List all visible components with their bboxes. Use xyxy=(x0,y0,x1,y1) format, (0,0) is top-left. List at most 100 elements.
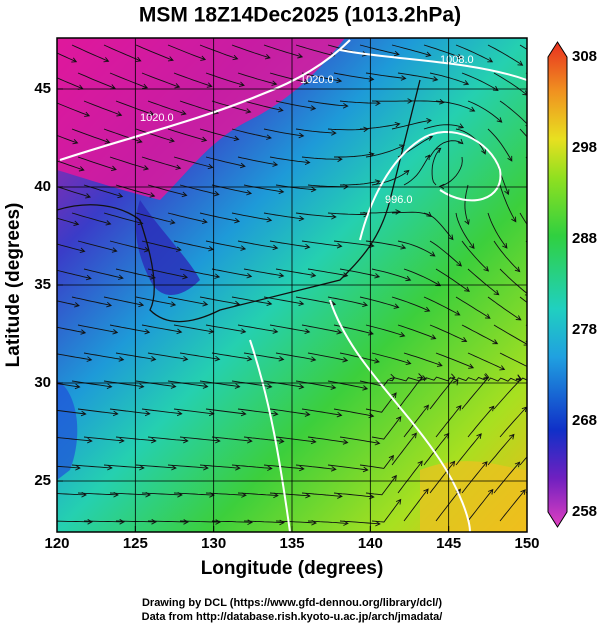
x-tick-label: 120 xyxy=(44,535,69,552)
streamline xyxy=(269,492,311,499)
streamline xyxy=(339,100,381,106)
streamline xyxy=(77,324,119,335)
streamline xyxy=(499,352,527,367)
streamline xyxy=(391,44,432,57)
streamline xyxy=(269,156,311,166)
streamline xyxy=(263,296,305,307)
streamline xyxy=(135,464,177,471)
streamline xyxy=(487,128,513,162)
streamline xyxy=(205,72,245,87)
streamline xyxy=(275,184,317,193)
streamline xyxy=(365,240,407,250)
streamline xyxy=(135,128,175,143)
coastline xyxy=(57,79,421,323)
streamline xyxy=(141,408,183,417)
streamline xyxy=(115,100,155,116)
streamline xyxy=(391,432,417,466)
streamline xyxy=(71,464,113,471)
streamline xyxy=(301,492,343,499)
streamline xyxy=(455,128,487,155)
streamline xyxy=(464,184,470,226)
streamlines xyxy=(57,44,527,527)
streamline xyxy=(403,352,443,367)
streamline xyxy=(57,243,86,254)
streamline xyxy=(499,100,527,127)
credit: Drawing by DCL (https://www.gfd-dennou.o… xyxy=(142,597,442,609)
y-tick-label: 30 xyxy=(34,374,51,391)
streamline xyxy=(71,296,113,308)
streamline xyxy=(327,126,369,133)
streamline xyxy=(499,489,526,522)
warm-region xyxy=(420,461,527,532)
colorbar-label: 268 xyxy=(572,412,597,429)
streamline xyxy=(461,324,499,345)
streamline xyxy=(435,268,470,292)
streamline xyxy=(231,128,272,140)
streamline xyxy=(115,436,157,444)
streamline xyxy=(57,464,81,471)
streamline xyxy=(431,147,442,186)
isobar xyxy=(59,39,351,162)
streamline xyxy=(115,519,157,525)
streamline xyxy=(103,44,142,62)
isobar xyxy=(329,299,471,532)
streamline xyxy=(365,144,405,158)
streamline xyxy=(135,296,177,307)
cold-region xyxy=(57,380,78,480)
streamline xyxy=(429,72,470,86)
x-tick-label: 130 xyxy=(201,535,226,552)
streamline xyxy=(295,464,337,472)
isobar xyxy=(339,49,527,81)
axes: 120 125 130 135 140 145 150 25 30 35 40 45 258 268 278… xyxy=(34,48,597,552)
x-tick-label: 150 xyxy=(514,535,539,552)
streamline xyxy=(360,209,401,215)
streamline xyxy=(57,519,93,525)
streamline xyxy=(461,72,499,92)
streamline xyxy=(295,380,337,390)
y-tick-label: 25 xyxy=(34,472,51,489)
streamline xyxy=(269,240,311,250)
streamline xyxy=(199,464,241,471)
streamline xyxy=(243,268,285,279)
streamline xyxy=(327,380,369,391)
streamline xyxy=(57,326,87,335)
streamline xyxy=(301,156,343,163)
streamline xyxy=(301,408,343,418)
streamline xyxy=(493,375,522,410)
streamline xyxy=(275,268,317,278)
streamline xyxy=(199,380,241,389)
streamline xyxy=(397,373,423,410)
streamline xyxy=(307,436,349,445)
streamline xyxy=(179,268,221,279)
streamline xyxy=(269,408,311,417)
streamline xyxy=(57,52,78,63)
streamline xyxy=(461,461,488,494)
streamline xyxy=(359,44,400,57)
isobar-label: 1020.0 xyxy=(300,74,334,86)
isobar-label: 1008.0 xyxy=(440,54,474,66)
streamline xyxy=(103,464,145,471)
streamline xyxy=(499,184,517,223)
streamline xyxy=(295,212,337,220)
colorbar-label: 288 xyxy=(572,230,597,247)
streamline xyxy=(429,460,456,494)
streamline xyxy=(397,460,423,494)
streamline xyxy=(455,44,494,63)
streamline xyxy=(211,436,253,444)
streamline xyxy=(199,44,239,61)
map-area: 1020.0 1020.0 1008.0 996.0 xyxy=(57,38,527,532)
streamline xyxy=(487,433,515,466)
streamline xyxy=(263,128,305,139)
streamline xyxy=(179,352,221,362)
streamline xyxy=(135,212,176,225)
isobar xyxy=(249,339,291,532)
streamline xyxy=(109,240,150,253)
streamline xyxy=(263,464,305,472)
streamline xyxy=(275,352,317,362)
streamline xyxy=(397,240,436,257)
streamline xyxy=(493,240,521,273)
streamline xyxy=(397,72,439,82)
streamline xyxy=(371,498,402,523)
streamline xyxy=(173,240,215,252)
